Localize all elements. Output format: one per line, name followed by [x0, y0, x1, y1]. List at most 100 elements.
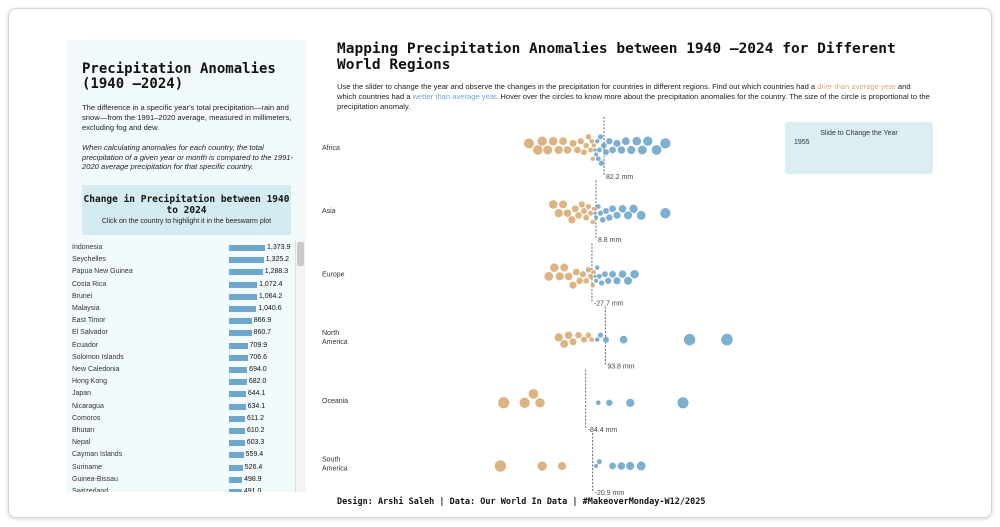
- dry-point[interactable]: [571, 205, 579, 213]
- dry-point[interactable]: [560, 263, 569, 272]
- dry-point[interactable]: [555, 272, 564, 281]
- country-row[interactable]: Suriname 526.4: [72, 462, 298, 474]
- dry-point[interactable]: [588, 147, 594, 153]
- country-row[interactable]: Indonesia 1,373.9: [72, 242, 298, 254]
- wet-point[interactable]: [597, 210, 604, 216]
- wet-point[interactable]: [601, 271, 608, 278]
- dry-point[interactable]: [557, 461, 567, 471]
- wet-point[interactable]: [606, 399, 613, 406]
- wet-point[interactable]: [603, 336, 609, 343]
- dry-point[interactable]: [583, 142, 590, 149]
- wet-point[interactable]: [629, 204, 638, 214]
- dry-point[interactable]: [554, 145, 563, 155]
- dry-point[interactable]: [589, 337, 595, 342]
- wet-point[interactable]: [660, 138, 671, 149]
- wet-point[interactable]: [597, 134, 604, 140]
- dry-point[interactable]: [579, 271, 586, 278]
- wet-point[interactable]: [609, 462, 616, 470]
- dry-point[interactable]: [554, 209, 563, 218]
- scroll-thumb[interactable]: [297, 242, 304, 266]
- dry-point[interactable]: [588, 210, 594, 216]
- wet-point[interactable]: [623, 211, 633, 220]
- wet-point[interactable]: [606, 138, 613, 145]
- wet-point[interactable]: [596, 459, 602, 465]
- dry-point[interactable]: [498, 397, 510, 409]
- dry-point[interactable]: [569, 338, 577, 346]
- wet-point[interactable]: [651, 145, 662, 155]
- dry-point[interactable]: [548, 200, 558, 209]
- dry-point[interactable]: [559, 137, 568, 146]
- dry-point[interactable]: [591, 143, 596, 148]
- wet-point[interactable]: [596, 147, 602, 153]
- dry-point[interactable]: [585, 332, 592, 338]
- dry-point[interactable]: [581, 336, 587, 343]
- country-row[interactable]: Cayman Islands 559.4: [72, 449, 298, 461]
- country-row[interactable]: Costa Rica 1,072.4: [72, 279, 298, 291]
- dry-point[interactable]: [544, 271, 554, 281]
- dry-point[interactable]: [581, 149, 587, 156]
- dry-point[interactable]: [563, 209, 572, 218]
- country-row[interactable]: Papua New Guinea 1,288.3: [72, 266, 298, 278]
- wet-point[interactable]: [605, 277, 612, 284]
- wet-point[interactable]: [606, 214, 613, 221]
- dry-point[interactable]: [575, 212, 582, 219]
- dry-point[interactable]: [533, 145, 543, 155]
- dry-point[interactable]: [581, 208, 587, 214]
- dry-point[interactable]: [519, 397, 530, 408]
- dry-point[interactable]: [588, 273, 594, 279]
- country-row[interactable]: El Salvador 860.7: [72, 327, 298, 339]
- dry-point[interactable]: [559, 200, 568, 209]
- wet-point[interactable]: [613, 277, 621, 285]
- wet-point[interactable]: [618, 204, 627, 213]
- wet-point[interactable]: [603, 149, 609, 156]
- country-row[interactable]: Nicaragua 634.1: [72, 401, 298, 413]
- dry-point[interactable]: [583, 214, 590, 221]
- wet-point[interactable]: [630, 269, 639, 279]
- dry-point[interactable]: [576, 277, 583, 285]
- wet-point[interactable]: [609, 205, 616, 213]
- wet-point[interactable]: [660, 208, 671, 219]
- country-row[interactable]: Solomon Islands 706.6: [72, 352, 298, 364]
- dry-point[interactable]: [591, 269, 596, 275]
- dry-point[interactable]: [577, 138, 584, 145]
- dry-point[interactable]: [583, 277, 590, 284]
- wet-point[interactable]: [594, 138, 600, 144]
- wet-point[interactable]: [595, 156, 601, 162]
- wet-point[interactable]: [595, 204, 601, 209]
- wet-point[interactable]: [677, 397, 689, 409]
- dry-point[interactable]: [554, 333, 563, 342]
- wet-point[interactable]: [643, 136, 653, 146]
- dry-point[interactable]: [585, 134, 592, 140]
- dry-point[interactable]: [578, 201, 585, 208]
- country-row[interactable]: East Timor 866.9: [72, 315, 298, 327]
- dry-point[interactable]: [568, 216, 576, 224]
- wet-point[interactable]: [594, 337, 600, 342]
- dry-point[interactable]: [590, 282, 596, 288]
- wet-point[interactable]: [627, 145, 636, 155]
- wet-point[interactable]: [613, 211, 621, 219]
- wet-point[interactable]: [594, 265, 600, 270]
- wet-point[interactable]: [636, 210, 646, 220]
- wet-point[interactable]: [593, 148, 597, 152]
- wet-point[interactable]: [603, 208, 609, 214]
- wet-point[interactable]: [594, 278, 599, 283]
- dry-point[interactable]: [564, 331, 573, 339]
- wet-point[interactable]: [632, 136, 642, 146]
- dry-point[interactable]: [537, 136, 547, 146]
- dry-point[interactable]: [590, 219, 596, 225]
- wet-point[interactable]: [609, 146, 616, 154]
- dry-point[interactable]: [523, 138, 535, 149]
- country-row[interactable]: New Caledonia 694.0: [72, 364, 298, 376]
- wet-point[interactable]: [593, 274, 597, 278]
- wet-point[interactable]: [594, 463, 599, 469]
- dry-point[interactable]: [548, 136, 558, 146]
- wet-point[interactable]: [618, 270, 627, 279]
- wet-point[interactable]: [598, 280, 605, 286]
- country-list-scrollbar[interactable]: [295, 240, 305, 492]
- dry-point[interactable]: [494, 460, 507, 472]
- dry-point[interactable]: [589, 138, 595, 144]
- wet-point[interactable]: [626, 398, 635, 407]
- wet-point[interactable]: [613, 139, 621, 147]
- wet-point[interactable]: [596, 273, 602, 279]
- country-row[interactable]: Switzerland 491.0: [72, 486, 298, 492]
